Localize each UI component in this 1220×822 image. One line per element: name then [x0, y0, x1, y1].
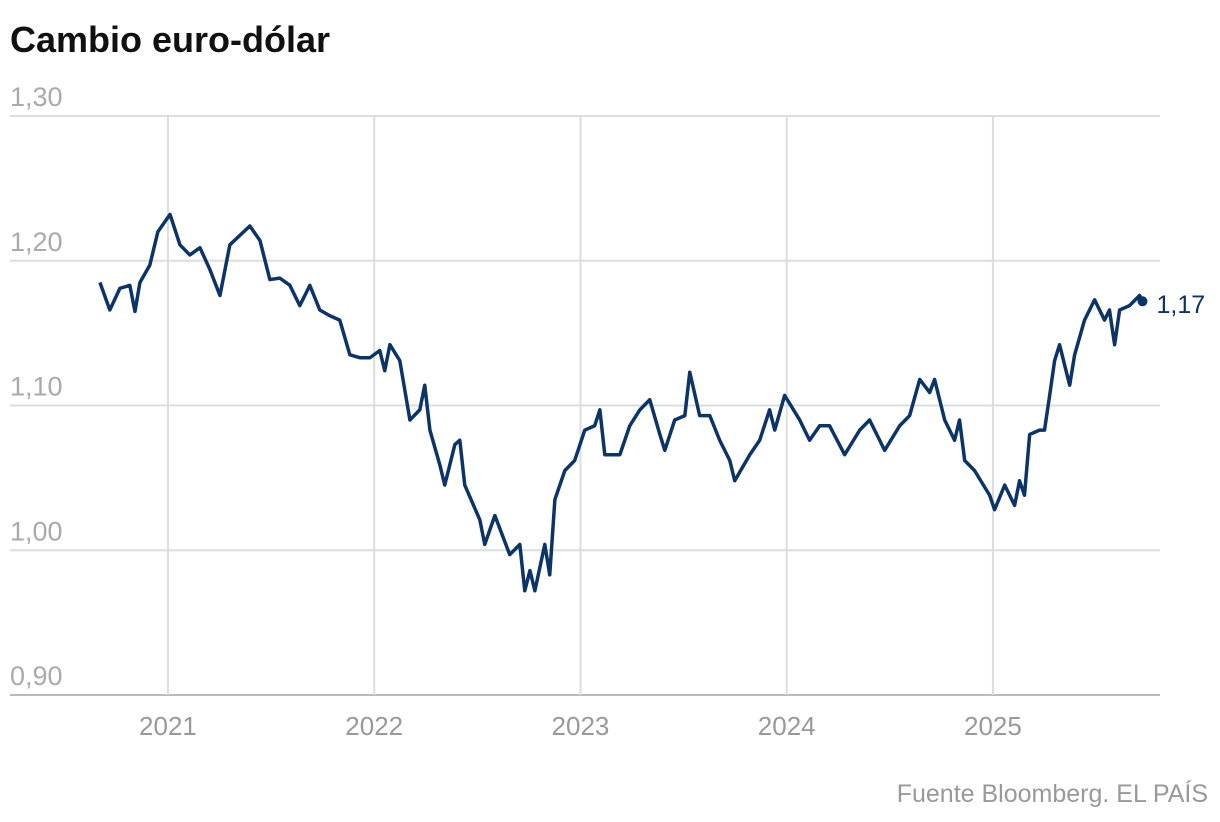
y-tick-label: 1,10	[10, 372, 63, 402]
x-tick-label: 2023	[552, 711, 610, 741]
chart-title: Cambio euro-dólar	[10, 19, 330, 60]
end-dot	[1137, 296, 1148, 307]
y-tick-label: 1,30	[10, 82, 63, 112]
y-tick-label: 1,20	[10, 227, 63, 257]
end-label: 1,17	[1156, 291, 1205, 319]
source: Fuente Bloomberg. EL PAÍS	[897, 779, 1208, 808]
y-tick-label: 0,90	[10, 661, 63, 691]
line	[98, 212, 1145, 593]
y-tick-label: 1,00	[10, 516, 63, 546]
x-tick-label: 2024	[758, 711, 816, 741]
x-tick-label: 2021	[139, 711, 197, 741]
x-tick-label: 2022	[345, 711, 403, 741]
x-tick-label: 2025	[964, 711, 1022, 741]
